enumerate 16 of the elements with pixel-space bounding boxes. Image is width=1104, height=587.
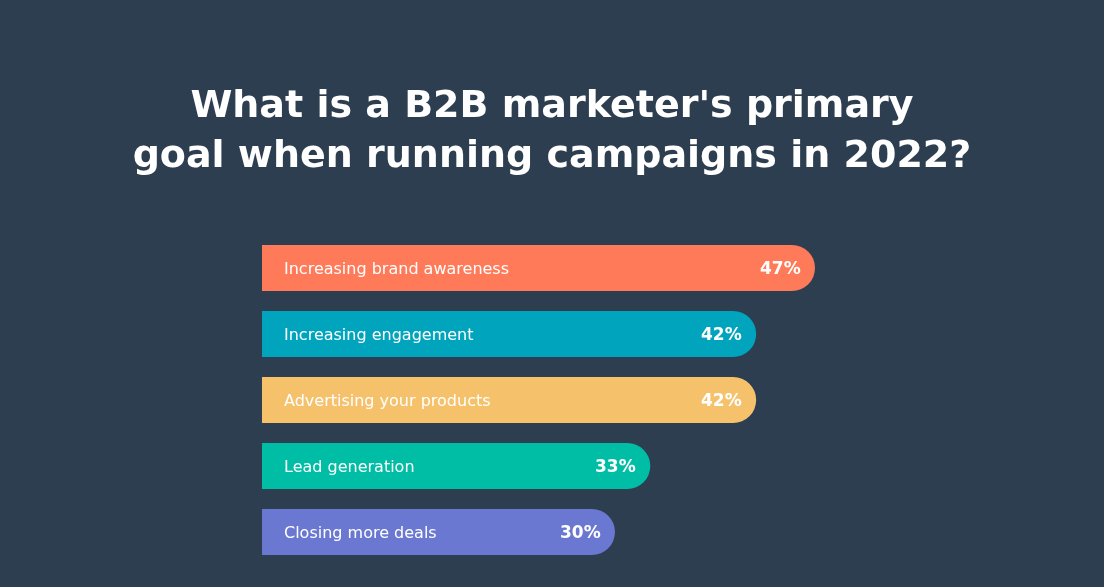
data-label: 47%	[760, 258, 801, 278]
bar	[262, 376, 757, 424]
y-tick-label: Increasing engagement	[284, 325, 474, 344]
y-tick-label: Increasing brand awareness	[284, 259, 510, 278]
data-label: 30%	[560, 522, 601, 542]
y-tick-label: Advertising your products	[284, 391, 491, 410]
data-label: 42%	[701, 324, 742, 344]
chart-title: What is a B2B marketer's primary goal when running campaigns in 2022?	[132, 82, 972, 176]
y-tick-label: Closing more deals	[284, 523, 437, 542]
bar	[262, 508, 615, 556]
data-label: 42%	[701, 390, 742, 410]
bar	[262, 244, 815, 292]
y-tick-label: Lead generation	[284, 457, 415, 476]
bar	[262, 310, 757, 358]
data-label: 33%	[595, 456, 636, 476]
bar	[262, 442, 651, 490]
